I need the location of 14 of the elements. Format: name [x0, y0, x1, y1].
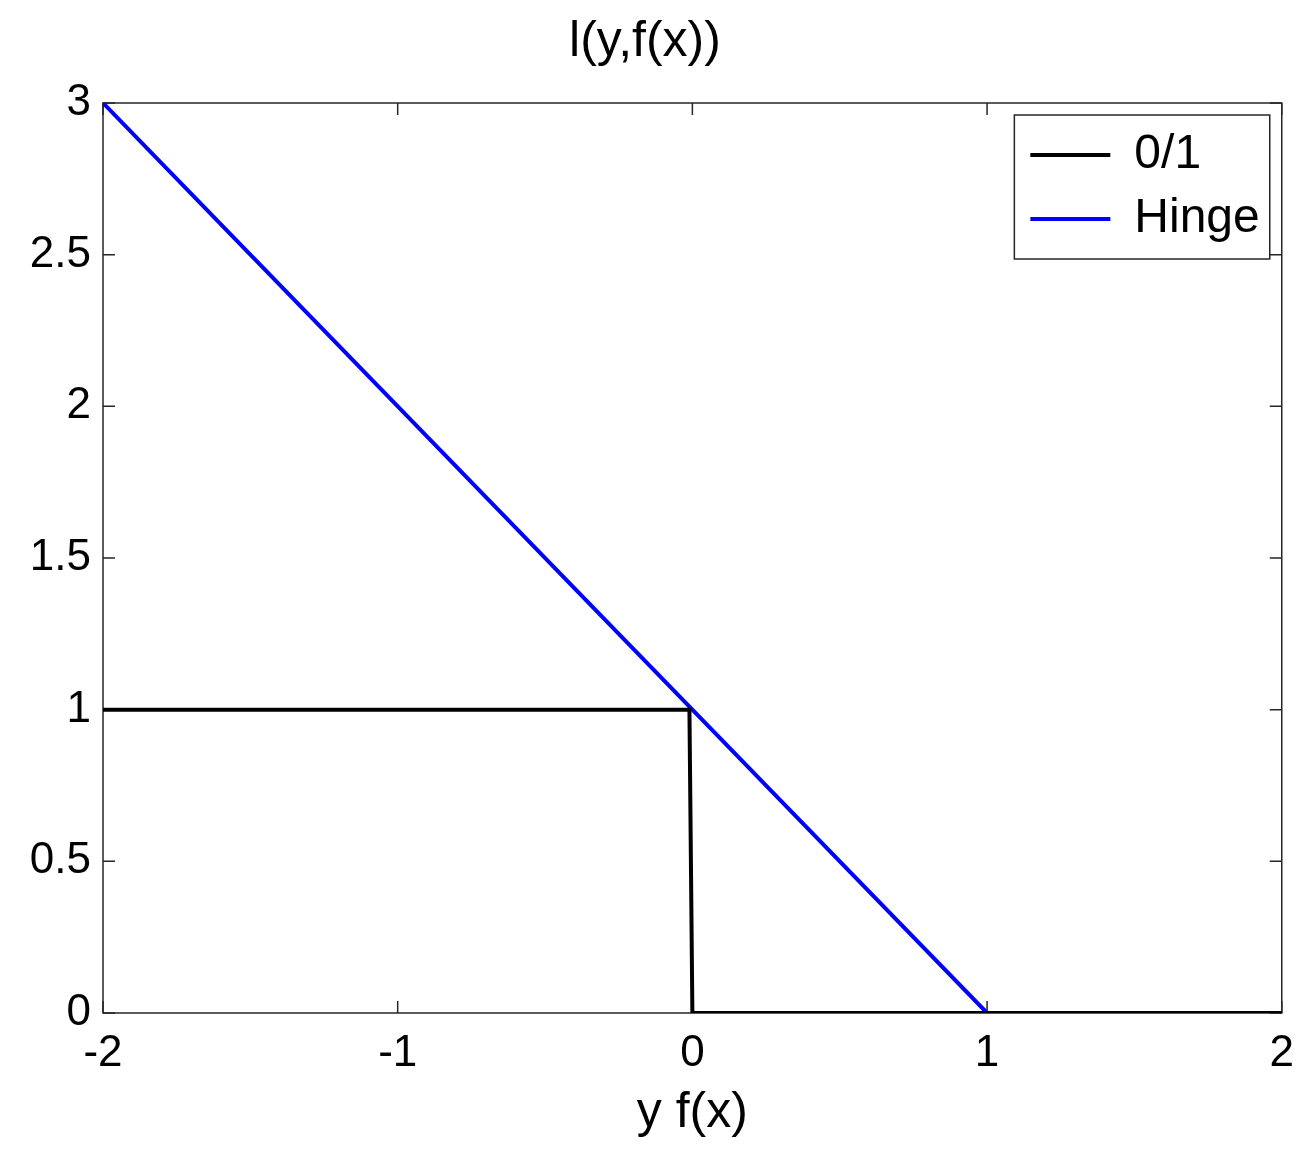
y-tick-label: 1.5 — [29, 530, 91, 580]
y-tick-label: 1 — [66, 681, 91, 731]
y-tick-label: 3 — [66, 75, 91, 125]
x-tick-label: -1 — [378, 1025, 418, 1075]
y-tick-label: 0.5 — [29, 833, 91, 883]
x-tick-label: 1 — [974, 1025, 1000, 1075]
legend-label: Hinge — [1134, 189, 1260, 243]
y-tick-label: 2 — [66, 378, 91, 428]
x-tick-label: 0 — [680, 1025, 705, 1075]
chart-title: l(y,f(x)) — [569, 10, 721, 67]
x-tick-label: 2 — [1269, 1025, 1295, 1075]
x-axis-title: y f(x) — [636, 1081, 748, 1138]
legend-label: 0/1 — [1134, 125, 1202, 179]
y-tick-label: 2.5 — [29, 226, 91, 276]
